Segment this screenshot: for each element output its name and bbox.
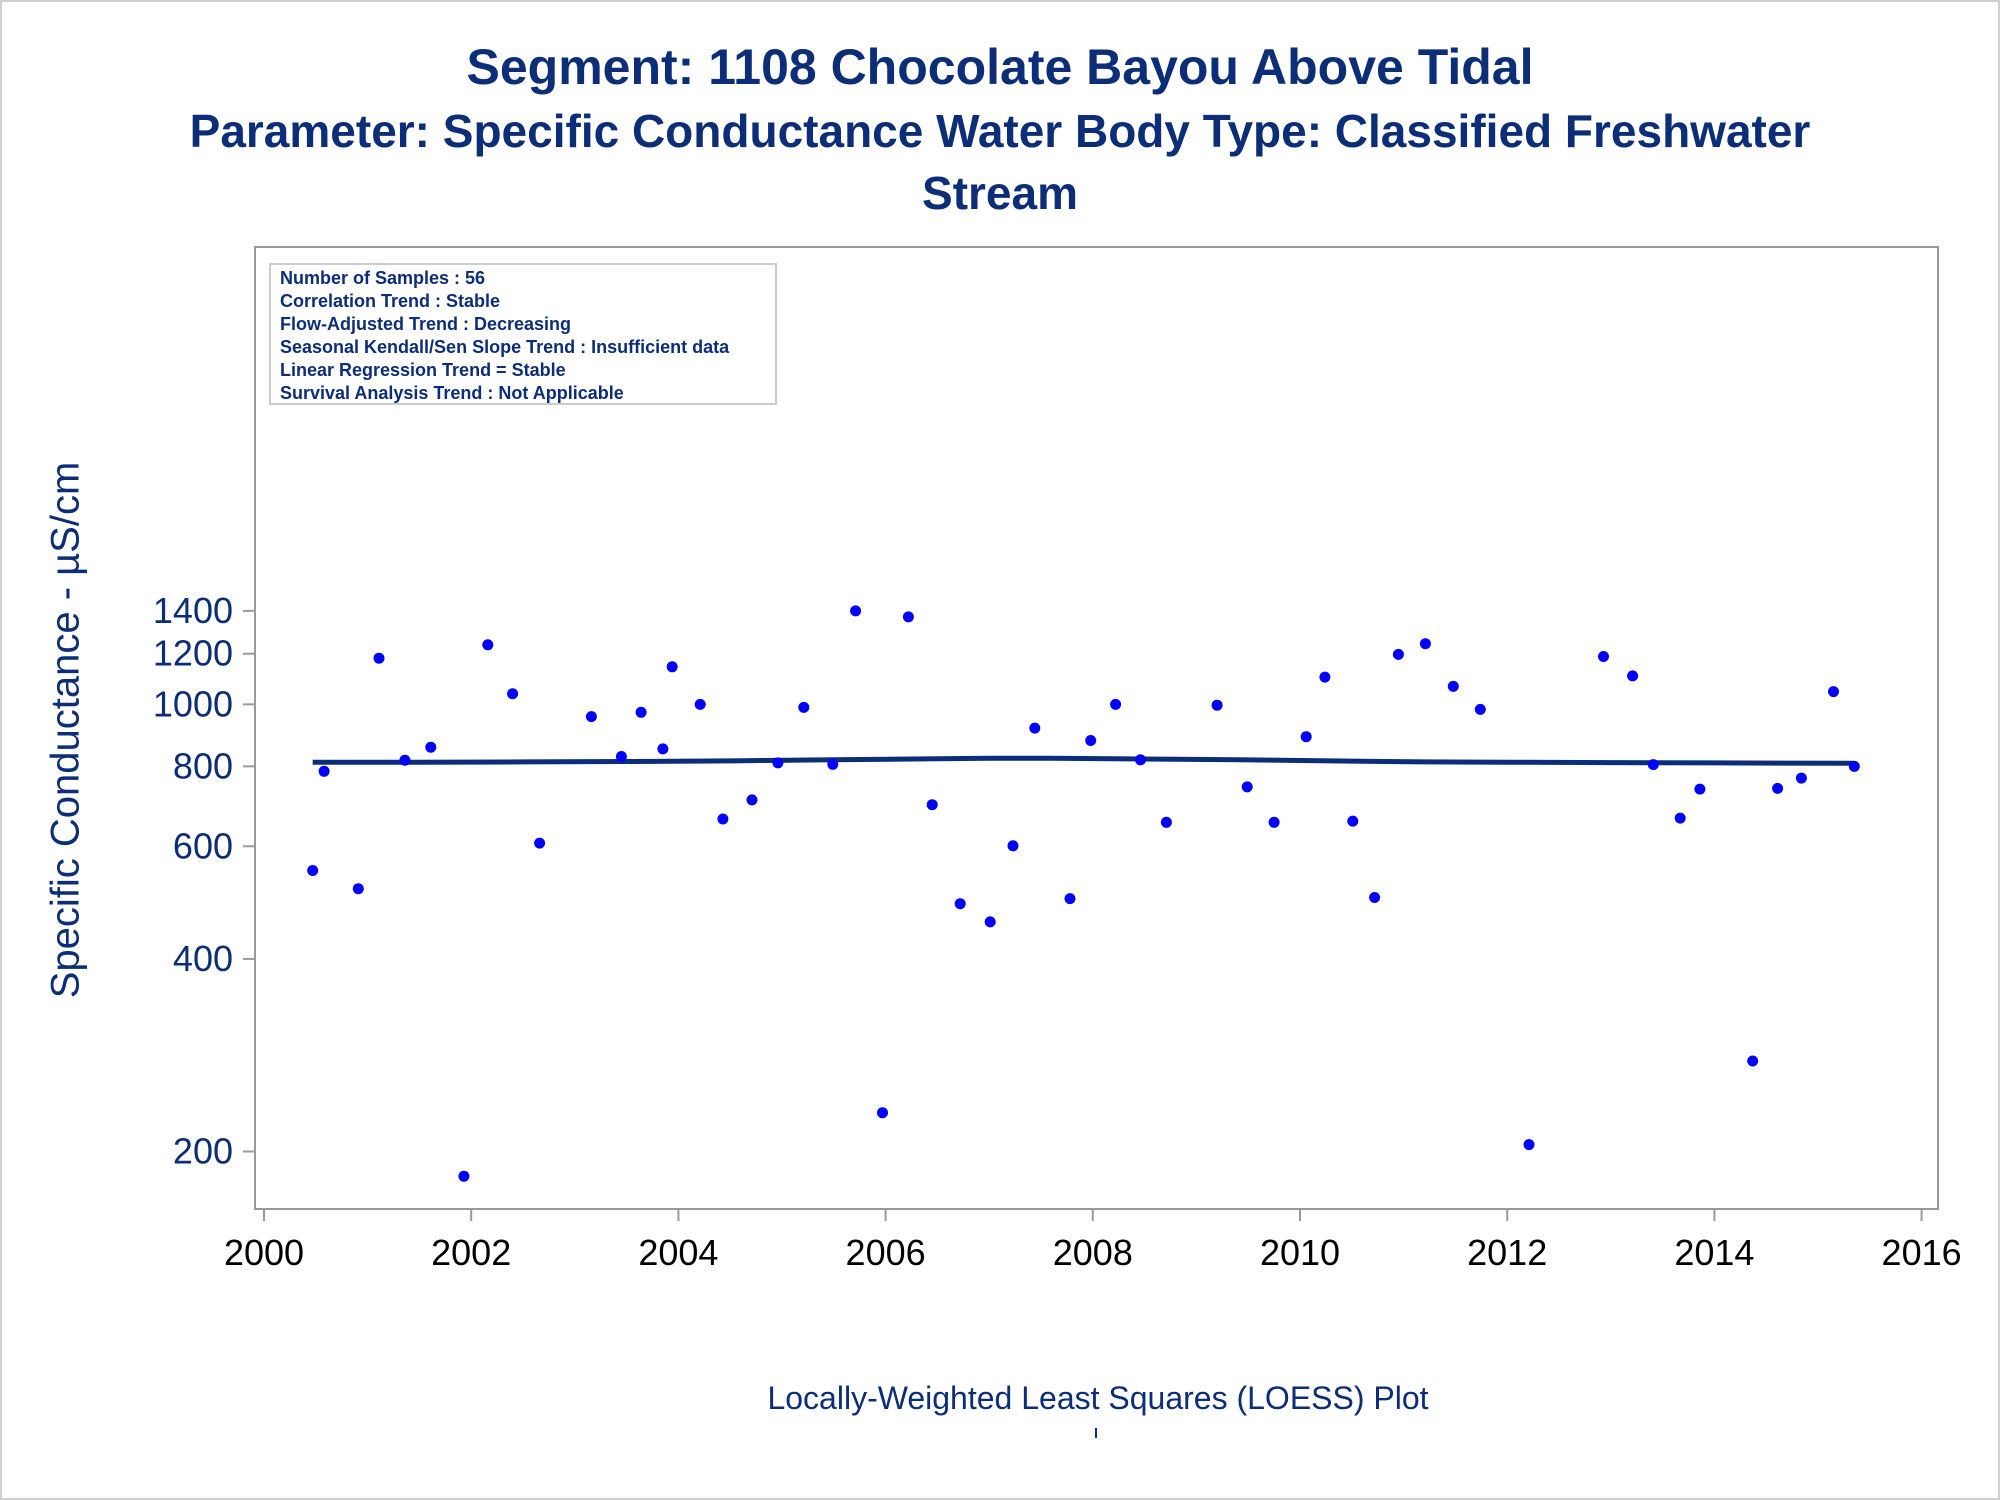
x-tick-label: 2014 — [1674, 1232, 1754, 1273]
data-point — [352, 883, 364, 895]
data-point — [1135, 754, 1146, 766]
data-point — [954, 898, 966, 910]
data-point — [1064, 893, 1076, 905]
chart-subtitle-continued: Stream — [922, 167, 1078, 219]
stats-line: Survival Analysis Trend : Not Applicable — [280, 383, 624, 403]
data-point — [827, 758, 839, 770]
chart-subtitle: Parameter: Specific Conductance Water Bo… — [189, 105, 1811, 157]
data-point — [1007, 840, 1019, 852]
data-point — [635, 706, 647, 718]
plot-footnote: Locally-Weighted Least Squares (LOESS) P… — [767, 1380, 1429, 1416]
loess-line — [312, 755, 1855, 766]
y-tick-label: 200 — [173, 1131, 233, 1172]
data-point — [1674, 812, 1686, 824]
data-point — [926, 799, 938, 811]
data-point — [902, 611, 914, 623]
data-point — [1523, 1139, 1535, 1151]
data-point — [772, 757, 784, 769]
data-point — [666, 661, 678, 673]
data-point — [373, 652, 385, 664]
data-point — [1319, 671, 1331, 683]
data-point — [694, 698, 706, 710]
data-point — [1211, 699, 1223, 711]
data-point — [1447, 680, 1459, 692]
stats-line: Flow-Adjusted Trend : Decreasing — [280, 314, 571, 334]
footnote-tick-mark — [1095, 1428, 1097, 1438]
chart-title: Segment: 1108 Chocolate Bayou Above Tida… — [466, 39, 1534, 95]
x-tick-label: 2002 — [431, 1232, 511, 1273]
data-point — [746, 794, 758, 806]
data-point — [1647, 759, 1659, 771]
data-point — [1300, 731, 1312, 743]
y-tick-label: 400 — [173, 938, 233, 979]
x-tick-label: 2004 — [638, 1232, 718, 1273]
data-point — [1029, 722, 1041, 734]
data-point — [717, 813, 729, 825]
stats-line: Seasonal Kendall/Sen Slope Trend : Insuf… — [280, 337, 730, 357]
y-tick-label: 1400 — [153, 590, 233, 631]
data-point — [1474, 703, 1486, 715]
data-point — [425, 741, 437, 753]
data-point — [458, 1170, 470, 1182]
data-point — [1268, 816, 1280, 828]
plot-area-border — [254, 246, 1939, 1210]
x-tick-label: 2012 — [1467, 1232, 1547, 1273]
data-point — [1085, 735, 1097, 746]
data-point — [507, 688, 519, 700]
data-point — [534, 837, 546, 849]
data-point — [1392, 648, 1404, 660]
y-tick-label: 600 — [173, 825, 233, 866]
data-point — [1598, 651, 1609, 662]
data-point — [1241, 781, 1253, 793]
y-tick-label: 1200 — [153, 633, 233, 674]
x-tick-label: 2016 — [1882, 1232, 1962, 1273]
data-point — [1694, 783, 1706, 795]
stats-line: Correlation Trend : Stable — [280, 291, 500, 311]
data-point — [1747, 1055, 1759, 1067]
data-point — [1828, 686, 1839, 698]
data-point — [657, 743, 669, 755]
data-point — [798, 701, 810, 713]
data-point — [399, 754, 411, 766]
data-point — [1772, 782, 1784, 794]
data-point — [482, 639, 494, 651]
x-tick-label: 2000 — [224, 1232, 304, 1273]
data-point — [318, 765, 330, 777]
data-point — [877, 1107, 888, 1119]
data-point — [850, 605, 862, 617]
data-point — [615, 751, 627, 762]
x-tick-label: 2010 — [1260, 1232, 1340, 1273]
data-point — [984, 916, 996, 928]
data-point — [1848, 760, 1860, 772]
stats-line: Linear Regression Trend = Stable — [280, 360, 566, 380]
stats-box — [269, 263, 777, 405]
data-point — [1110, 698, 1122, 710]
data-point — [1419, 638, 1431, 650]
data-point — [1369, 892, 1381, 903]
x-tick-label: 2006 — [846, 1232, 926, 1273]
stats-line: Number of Samples : 56 — [280, 268, 485, 288]
y-tick-label: 1000 — [153, 683, 233, 724]
x-tick-label: 2008 — [1053, 1232, 1133, 1273]
data-point — [585, 711, 597, 723]
data-point — [1627, 670, 1639, 682]
data-point — [1795, 772, 1807, 784]
data-point — [1347, 815, 1359, 827]
y-tick-label: 800 — [173, 745, 233, 786]
data-point — [307, 865, 319, 876]
data-point — [1160, 816, 1172, 828]
